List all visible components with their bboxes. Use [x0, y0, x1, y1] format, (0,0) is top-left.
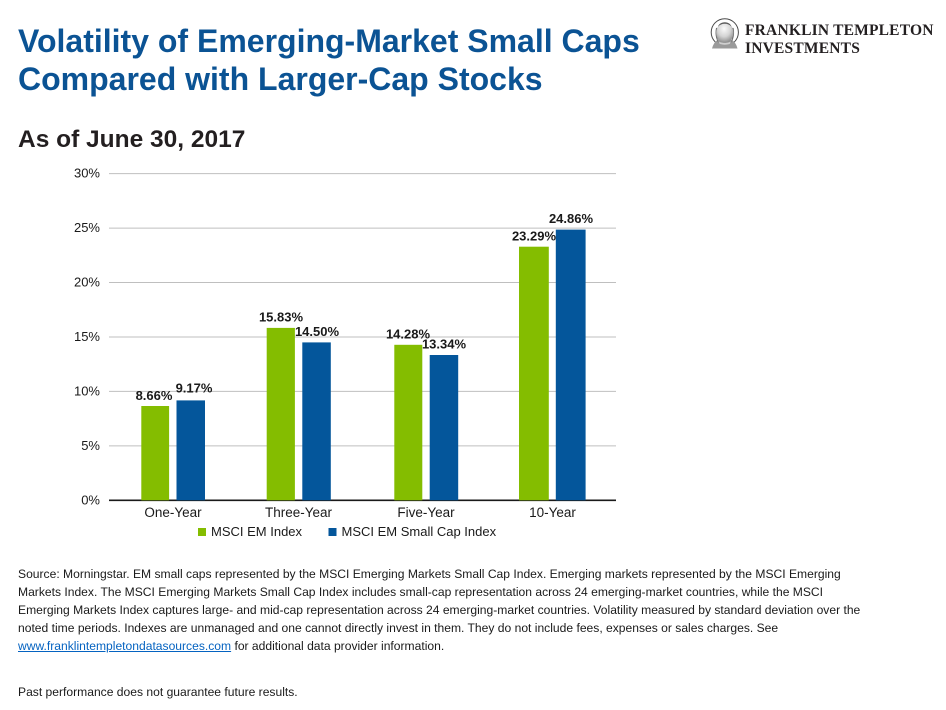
- svg-text:13.34%: 13.34%: [422, 337, 467, 352]
- svg-text:10%: 10%: [74, 384, 100, 399]
- svg-text:0%: 0%: [81, 493, 100, 508]
- svg-text:Three-Year: Three-Year: [265, 505, 333, 520]
- svg-text:25%: 25%: [74, 220, 100, 235]
- svg-text:20%: 20%: [74, 275, 100, 290]
- svg-text:30%: 30%: [74, 166, 100, 181]
- svg-text:MSCI EM Small Cap Index: MSCI EM Small Cap Index: [342, 524, 497, 539]
- svg-text:9.17%: 9.17%: [176, 381, 213, 396]
- svg-text:14.50%: 14.50%: [295, 324, 340, 339]
- svg-text:24.86%: 24.86%: [549, 211, 594, 226]
- svg-text:15%: 15%: [74, 329, 100, 344]
- svg-text:8.66%: 8.66%: [136, 388, 173, 403]
- svg-text:23.29%: 23.29%: [512, 229, 557, 244]
- svg-text:One-Year: One-Year: [144, 505, 202, 520]
- svg-text:10-Year: 10-Year: [529, 505, 576, 520]
- svg-text:15.83%: 15.83%: [259, 310, 304, 325]
- svg-text:Five-Year: Five-Year: [397, 505, 455, 520]
- svg-text:5%: 5%: [81, 438, 100, 453]
- svg-text:MSCI EM Index: MSCI EM Index: [211, 524, 303, 539]
